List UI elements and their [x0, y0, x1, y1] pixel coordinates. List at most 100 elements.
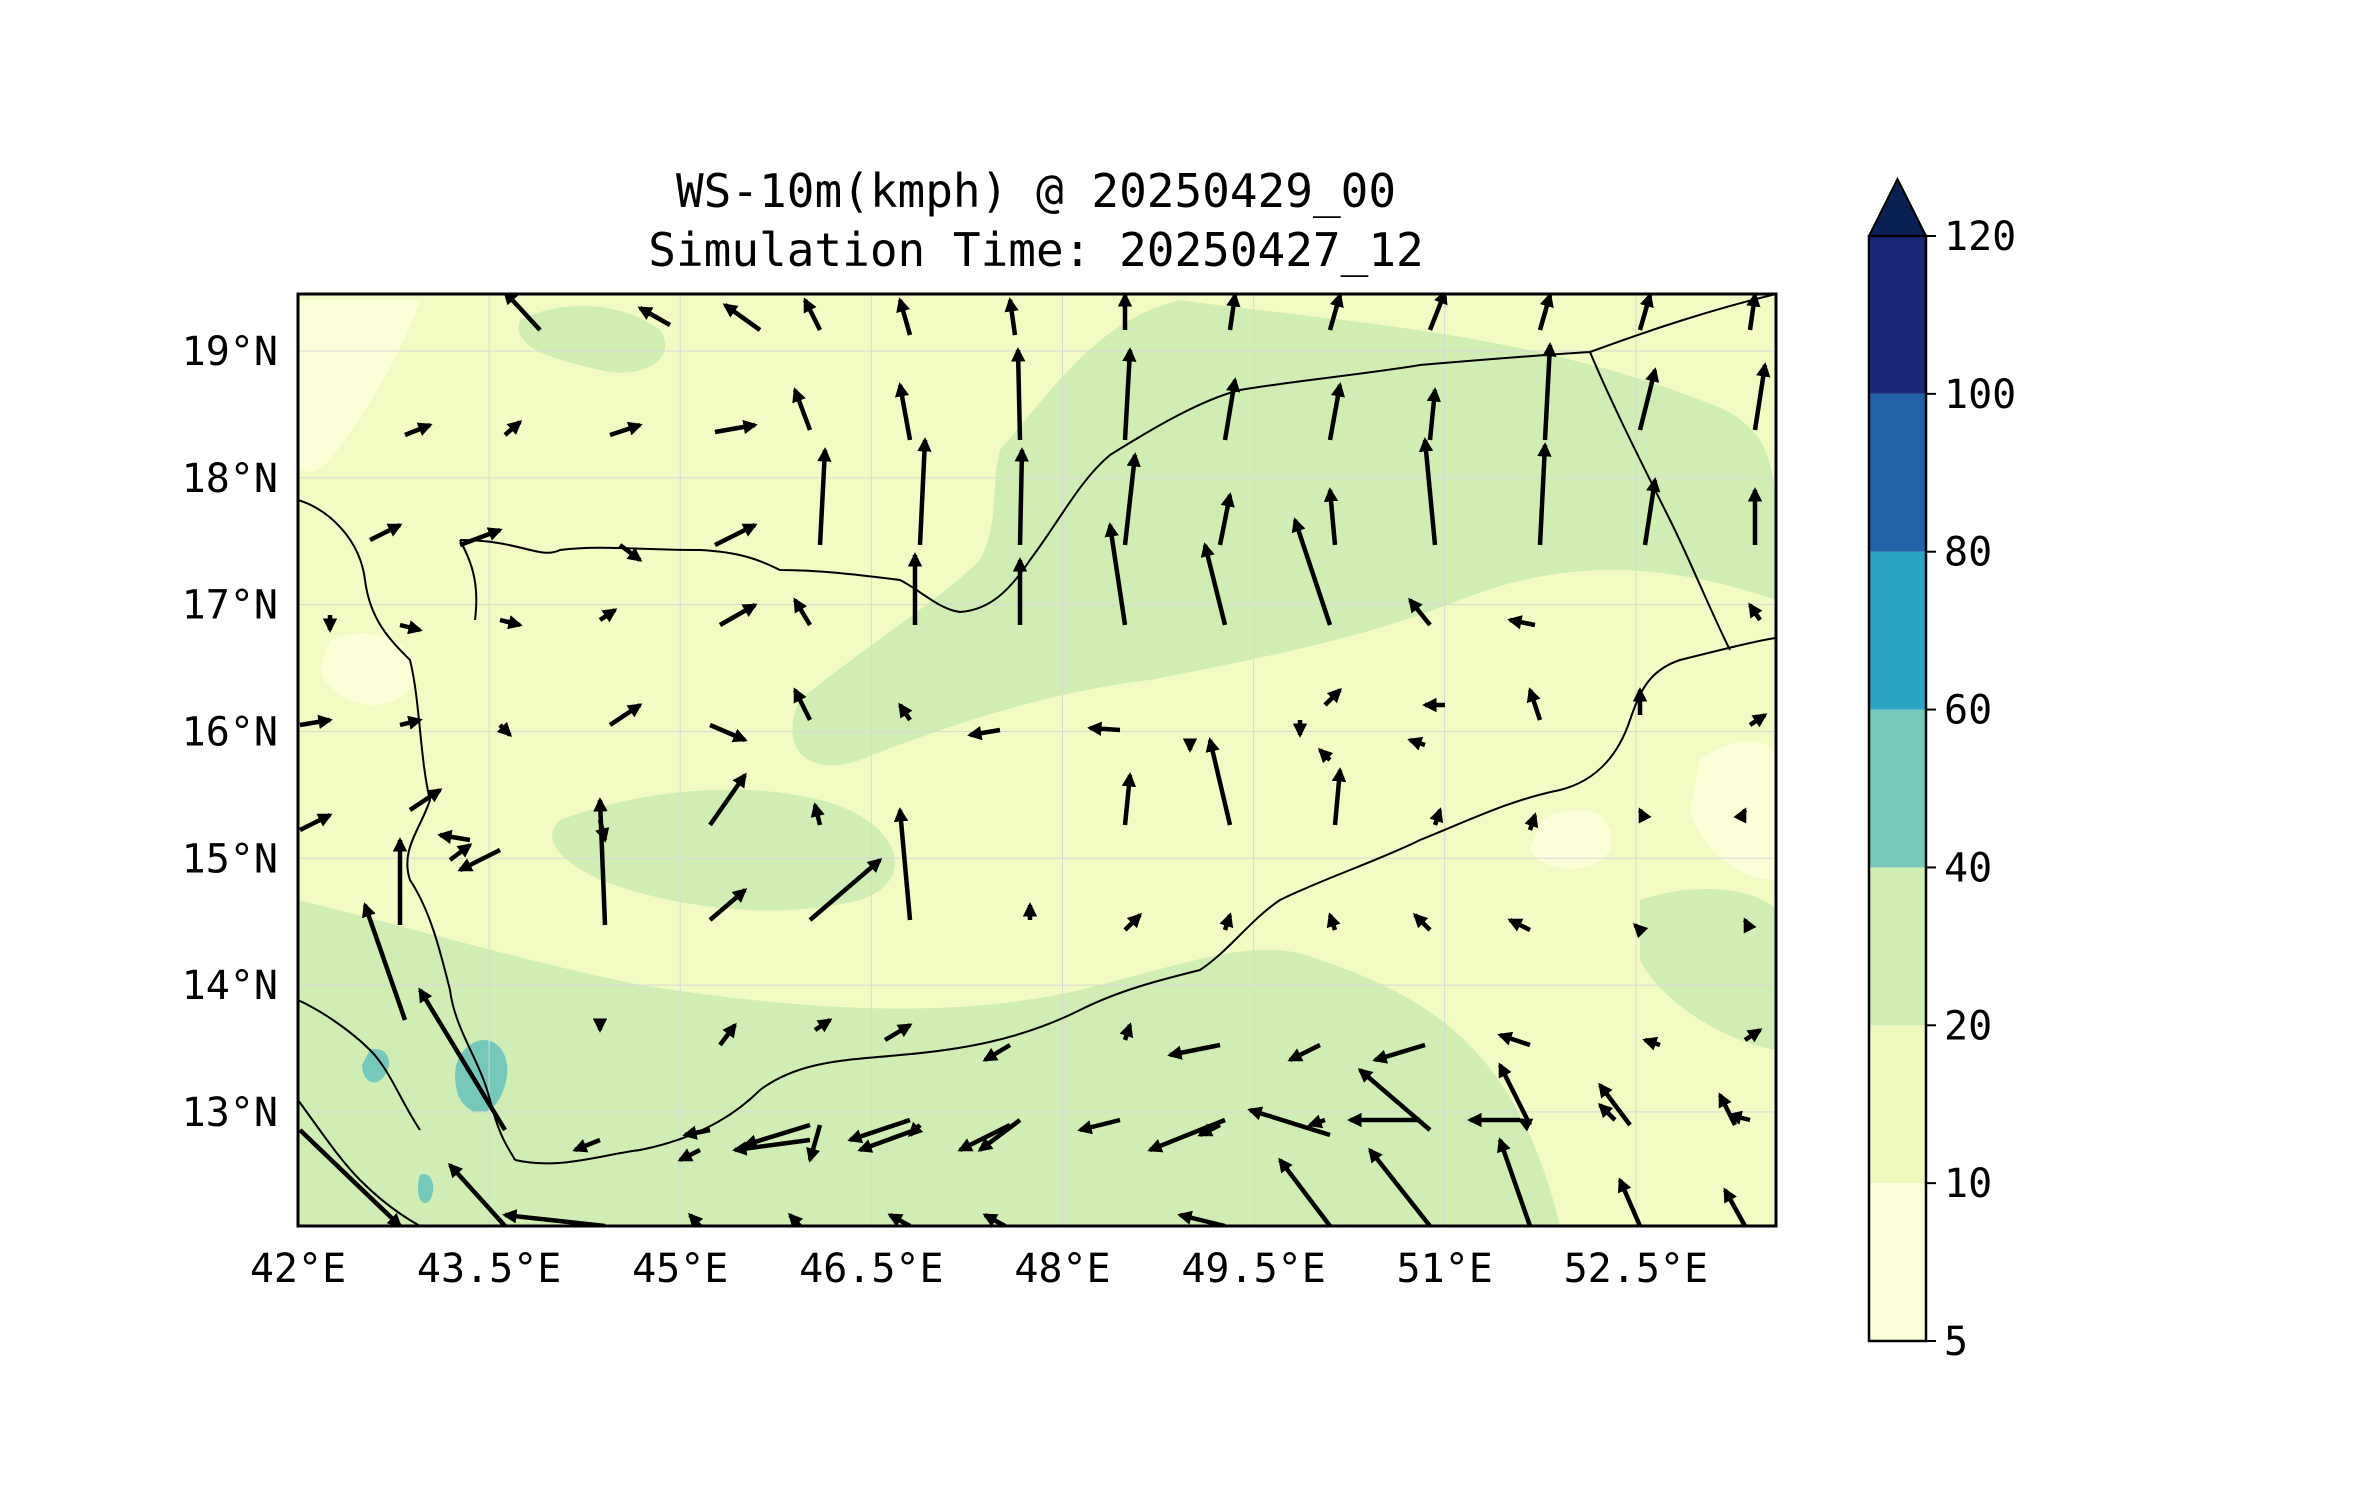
lon-tick-label: 49.5°E: [1181, 1246, 1326, 1292]
colorbar-tick-label: 20: [1944, 1003, 1992, 1049]
wind-arrow: [399, 620, 423, 635]
wind-arrow: [847, 1117, 911, 1144]
wind-arrow: [1119, 1022, 1134, 1041]
wind-arrow: [1200, 542, 1228, 626]
wind-arrow: [1167, 1042, 1221, 1060]
wind-arrow: [677, 1147, 702, 1163]
wind-arrow: [1632, 922, 1649, 939]
coastline: [459, 294, 1776, 614]
wind-arrow: [808, 858, 883, 922]
wind-arrow: [977, 1118, 1022, 1152]
wind-arrow: [457, 847, 502, 873]
wind-arrow: [708, 888, 748, 922]
wind-arrow: [896, 297, 913, 336]
lat-tick-label: 15°N: [182, 836, 278, 882]
lat-tick-label: 17°N: [182, 583, 278, 629]
wind-arrow: [857, 1127, 916, 1153]
wind-arrow: [1537, 442, 1552, 546]
lon-tick-label: 51°E: [1397, 1246, 1493, 1292]
wind-arrow: [1637, 294, 1654, 331]
wind-arrow: [1727, 1110, 1751, 1125]
wind-speed-region: [298, 300, 420, 472]
wind-arrow: [1307, 1114, 1326, 1129]
colorbar-tick-label: 80: [1944, 530, 1992, 576]
coastline: [1589, 351, 1731, 651]
wind-arrow: [1408, 597, 1432, 627]
wind-arrow: [1011, 347, 1026, 441]
wind-speed-region: [417, 1174, 434, 1204]
lat-tick-label: 18°N: [182, 456, 278, 502]
map-area: [298, 294, 1776, 1226]
wind-arrow: [1222, 377, 1241, 441]
wind-arrow: [1014, 447, 1029, 546]
wind-arrow: [967, 726, 1001, 741]
wind-arrow: [732, 1137, 811, 1156]
colorbar-segment: [1869, 551, 1926, 710]
wind-arrow: [713, 522, 758, 548]
colorbar-segment: [1869, 709, 1926, 868]
coastline: [298, 499, 516, 1161]
wind-arrow: [503, 294, 542, 332]
colorbar-tick-label: 40: [1944, 845, 1992, 891]
wind-arrow: [1278, 1157, 1332, 1226]
wind-arrow: [792, 687, 813, 722]
wind-arrow: [502, 1209, 606, 1226]
lon-axis: 42°E 43.5°E 45°E 46.5°E 48°E 49.5°E 51°E 52.5°E: [250, 1246, 1708, 1292]
wind-arrow: [907, 1121, 924, 1138]
wind-speed-region: [362, 1049, 390, 1083]
lon-tick-label: 46.5°E: [799, 1246, 944, 1292]
wind-arrow: [572, 1137, 601, 1153]
wind-arrow: [503, 420, 523, 437]
lat-axis: 13°N 14°N 15°N 16°N 17°N 18°N 19°N: [182, 329, 278, 1136]
lat-tick-label: 16°N: [182, 709, 278, 755]
wind-arrow: [1004, 297, 1019, 336]
wind-arrow: [722, 303, 762, 332]
wind-arrow: [887, 1213, 912, 1226]
wind-arrow: [1642, 1036, 1661, 1051]
wind-arrow: [688, 1212, 704, 1226]
wind-arrow: [368, 522, 403, 543]
wind-arrow: [817, 447, 832, 546]
wind-arrow: [418, 987, 507, 1132]
wind-arrow: [1357, 1068, 1432, 1132]
wind-arrow: [788, 1212, 804, 1226]
wind-arrow: [1723, 1187, 1747, 1226]
colorbar-segment: [1869, 867, 1926, 1026]
colorbar-segment: [1869, 393, 1926, 552]
wind-arrow: [1418, 437, 1438, 546]
wind-arrow: [1507, 917, 1532, 933]
wind-arrow: [608, 703, 643, 727]
wind-arrow: [708, 772, 747, 827]
map-title-line2: Simulation Time: 20250427_12: [648, 223, 1423, 277]
coastline: [298, 999, 421, 1131]
lat-tick-label: 19°N: [182, 329, 278, 375]
wind-arrow: [637, 306, 672, 327]
colorbar-frame: [1867, 234, 1928, 1343]
wind-arrow: [793, 597, 812, 627]
wind-arrow: [1104, 522, 1128, 626]
wind-arrow: [806, 1124, 823, 1163]
wind-arrow: [709, 722, 748, 743]
wind-arrow: [1717, 1092, 1738, 1127]
wind-arrow: [1637, 367, 1660, 431]
wind-arrow: [1752, 362, 1771, 431]
wind-arrow: [682, 1125, 711, 1140]
wind-arrow: [1497, 1062, 1533, 1127]
wind-arrow: [1733, 807, 1748, 824]
wind-arrow: [1746, 294, 1761, 331]
wind-arrow: [1087, 721, 1121, 736]
wind-arrow: [1121, 772, 1137, 826]
wind-arrow: [883, 1023, 913, 1042]
wind-speed-region: [320, 633, 415, 705]
wind-arrow: [917, 437, 932, 546]
lon-tick-label: 52.5°E: [1564, 1246, 1709, 1292]
lon-tick-label: 42°E: [250, 1246, 346, 1292]
wind-arrow: [1412, 912, 1432, 932]
wind-speed-region: [792, 300, 1776, 766]
wind-arrow: [361, 902, 408, 1021]
wind-arrow: [408, 788, 443, 812]
wind-speed-region: [1640, 889, 1776, 1050]
wind-arrow: [1743, 1028, 1763, 1043]
wind-arrow: [404, 422, 433, 438]
